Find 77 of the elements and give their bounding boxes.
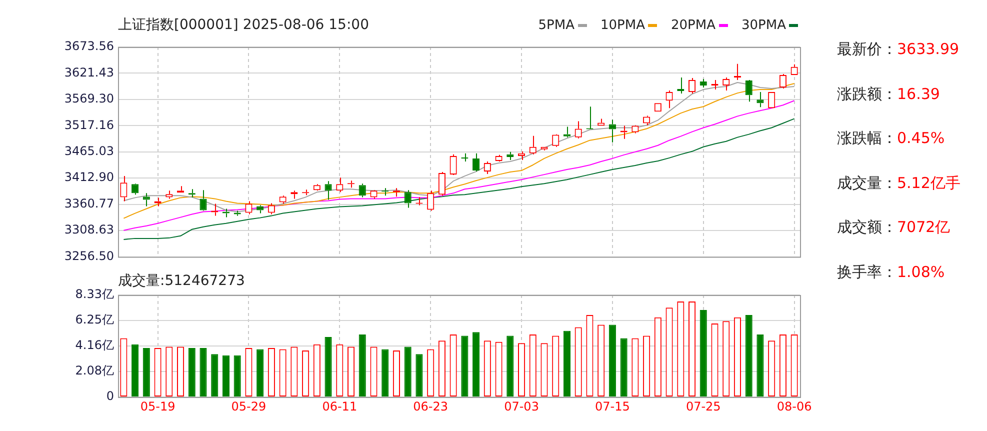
candlestick [427, 190, 434, 212]
candlestick [142, 192, 150, 207]
chart-title: 上证指数[000001] 2025-08-06 15:00 [118, 16, 369, 34]
bar [700, 310, 707, 396]
text: 最新价：3633.99 [837, 40, 960, 59]
bar [608, 324, 616, 396]
bar [472, 332, 480, 396]
y-tick-label: 3360.77 [64, 196, 114, 210]
y-tick-label: 3465.03 [64, 144, 114, 158]
x-tick-label: 06-11 [322, 399, 358, 414]
x-tick-label: 07-15 [595, 399, 630, 414]
y-tick-label: 2.08亿 [75, 364, 114, 378]
candlestick [120, 176, 128, 202]
bar [756, 334, 764, 396]
y-tick-label: 3621.43 [64, 65, 114, 80]
candlestick [518, 150, 526, 160]
bar [506, 336, 514, 396]
legend-label: 20PMA [671, 18, 716, 33]
legend-label: 10PMA [600, 18, 646, 33]
candlestick [450, 154, 457, 175]
legend-label: 30PMA [742, 18, 787, 33]
bar [132, 344, 139, 396]
text: 成交量：5.12亿手 [837, 174, 960, 192]
candlestick [756, 92, 764, 108]
candlestick [540, 146, 548, 151]
y-tick-label: 3569.30 [64, 92, 114, 106]
bar [404, 346, 412, 396]
bar [620, 338, 628, 396]
y-tick-label: 4.16亿 [75, 338, 114, 352]
bar [745, 314, 752, 396]
candlestick [608, 119, 616, 143]
bar [142, 348, 150, 396]
y-tick-label: 0 [106, 389, 114, 404]
candlestick [745, 80, 752, 102]
candlestick [256, 204, 264, 214]
bar [256, 349, 264, 396]
candlestick [166, 190, 173, 200]
text: 涨跌额：16.39 [837, 84, 940, 104]
x-tick-label: 08-06 [776, 399, 812, 414]
bar [211, 354, 218, 396]
candlestick [438, 172, 446, 196]
candlestick [506, 151, 514, 160]
candlestick [598, 118, 605, 126]
y-tick-label: 3517.16 [64, 118, 114, 132]
bar [382, 349, 389, 396]
text: 涨跌幅：0.45% [837, 129, 945, 148]
candlestick [700, 78, 707, 88]
y-tick-label: 3673.56 [64, 39, 114, 54]
x-tick-label: 05-19 [140, 399, 176, 414]
x-tick-label: 07-03 [504, 399, 539, 414]
text: 成交额：7072亿 [837, 218, 950, 237]
bar [416, 354, 423, 396]
bar [188, 348, 196, 396]
bar [324, 337, 332, 396]
y-tick-label: 8.33亿 [75, 287, 114, 302]
x-tick-label: 05-29 [231, 399, 266, 414]
candlestick [734, 63, 742, 80]
bar [234, 355, 241, 396]
x-tick-label: 07-25 [686, 399, 721, 414]
candlestick [472, 152, 480, 172]
y-tick-label: 3308.63 [64, 222, 114, 237]
text: 换手率：1.08% [837, 262, 945, 282]
y-tick-label: 6.25亿 [75, 312, 114, 327]
candlestick [688, 77, 696, 94]
y-tick-label: 3256.50 [64, 248, 114, 263]
candlestick [779, 73, 786, 90]
bar [461, 336, 468, 396]
bar [563, 330, 571, 396]
chart-title: 成交量:512467273 [118, 272, 245, 290]
legend-label: 5PMA [538, 18, 576, 33]
bar [222, 355, 230, 396]
bar [358, 334, 366, 396]
candlestick [711, 79, 718, 90]
y-tick-label: 3412.90 [64, 170, 114, 184]
bar [200, 348, 207, 396]
x-tick-label: 06-23 [413, 399, 448, 414]
candlestick [324, 180, 332, 200]
